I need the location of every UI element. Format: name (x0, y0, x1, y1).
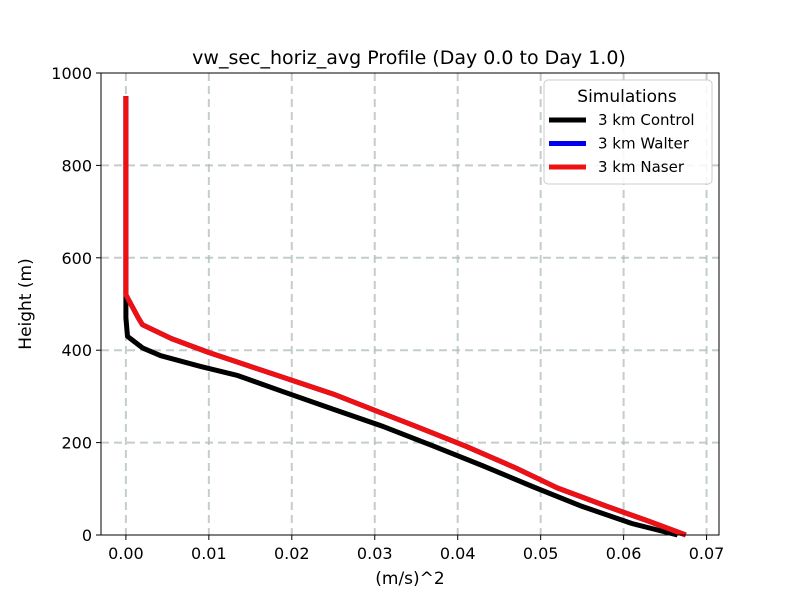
y-axis-label: Height (m) (16, 258, 36, 349)
legend-label: 3 km Control (598, 111, 695, 129)
y-tick-label: 400 (61, 341, 92, 360)
series-layer (123, 96, 687, 538)
legend-box (543, 79, 713, 185)
plot-frame (100, 72, 720, 536)
x-tick-label: 0.07 (689, 544, 725, 563)
legend-title: Simulations (577, 87, 677, 107)
legend-entries: 3 km Control 3 km Walter 3 km Naser (549, 111, 695, 176)
y-tick-label: 600 (61, 249, 92, 268)
x-tick-label: 0.06 (606, 544, 642, 563)
legend-label: 3 km Naser (598, 158, 685, 176)
legend-label: 3 km Walter (598, 135, 690, 153)
y-tick-label: 1000 (51, 64, 92, 83)
x-tick-label: 0.02 (274, 544, 310, 563)
x-tick-label: 0.04 (440, 544, 476, 563)
series-line-3-km-naser (123, 96, 687, 538)
chart-title: vw_sec_horiz_avg Profile (Day 0.0 to Day… (192, 47, 626, 69)
x-tick-label: 0.01 (191, 544, 227, 563)
x-tick-label: 0.05 (523, 544, 559, 563)
tick-layer: 0.00 0.01 0.02 0.03 0.04 0.05 0.06 0.07 0 200 400 6… (51, 64, 724, 563)
y-tick-label: 0 (82, 526, 92, 545)
x-axis-label: (m/s)^2 (375, 569, 444, 589)
x-tick-label: 0.03 (357, 544, 393, 563)
y-tick-label: 800 (61, 156, 92, 175)
x-tick-label: 0.00 (108, 544, 144, 563)
y-tick-label: 200 (61, 434, 92, 453)
